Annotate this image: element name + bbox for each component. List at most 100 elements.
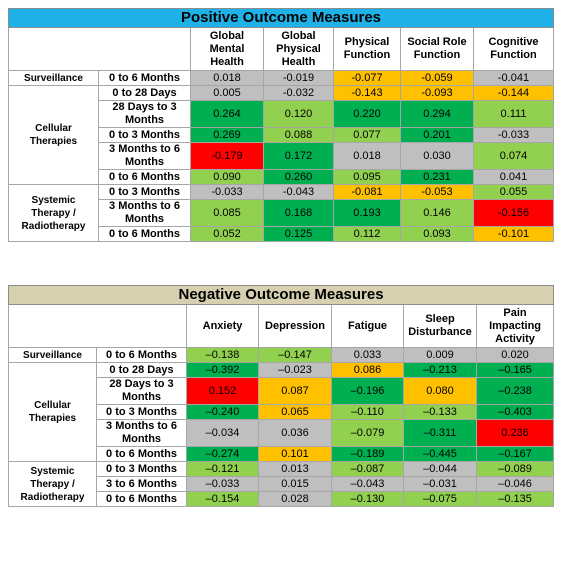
outcome-table: Negative Outcome Measures Anxiety Depressi… [7, 285, 555, 507]
value-cell: –0.154 [186, 491, 259, 507]
value-cell: 0.028 [258, 491, 332, 507]
value-cell: -0.043 [263, 184, 334, 200]
value-cell: -0.033 [473, 127, 554, 143]
group-label: Cellular Therapies [8, 362, 97, 462]
header-row: Anxiety Depression Fatigue Sleep Disturbanc… [8, 304, 555, 348]
column-header: Anxiety [186, 304, 259, 348]
group-label: Surveillance [8, 347, 97, 363]
column-header: Fatigue [331, 304, 404, 348]
value-cell: –0.023 [258, 362, 332, 378]
value-cell: –0.147 [258, 347, 332, 363]
value-cell: 0.101 [258, 446, 332, 462]
value-cell: 0.077 [333, 127, 401, 143]
value-cell: -0.093 [400, 85, 474, 101]
data-row: 0 to 6 Months 0.052 0.125 0.112 0.093 -0.101 [9, 226, 554, 242]
value-cell: 0.231 [400, 169, 474, 185]
value-cell: –0.031 [403, 476, 477, 492]
data-row: 0 to 6 Months –0.154 0.028 –0.130 –0.075 –0.1… [9, 491, 555, 507]
value-cell: 0.013 [258, 461, 332, 477]
period-label: 0 to 28 Days [96, 362, 187, 378]
value-cell: -0.179 [190, 142, 264, 170]
value-cell: –0.121 [186, 461, 259, 477]
data-row: 3 Months to 6 Months 0.085 0.168 0.193 0.146… [9, 199, 554, 227]
value-cell: 0.080 [403, 377, 477, 405]
value-cell: –0.087 [331, 461, 404, 477]
value-cell: 0.168 [263, 199, 334, 227]
value-cell: 0.264 [190, 100, 264, 128]
period-label: 0 to 28 Days [98, 85, 191, 101]
data-row: 3 Months to 6 Months -0.179 0.172 0.018 0.03… [9, 142, 554, 170]
value-cell: 0.172 [263, 142, 334, 170]
value-cell: –0.403 [475, 404, 555, 420]
value-cell: 0.065 [258, 404, 332, 420]
value-cell: 0.085 [190, 199, 264, 227]
value-cell: –0.034 [186, 419, 259, 447]
data-row: Surveillance 0 to 6 Months 0.018 -0.019 -0.0… [8, 70, 554, 86]
data-row: 0 to 6 Months –0.274 0.101 –0.189 –0.445 –0.1… [9, 446, 555, 462]
value-cell: 0.125 [263, 226, 334, 242]
value-cell: -0.081 [333, 184, 401, 200]
value-cell: -0.156 [473, 199, 554, 227]
value-cell: 0.015 [258, 476, 332, 492]
period-label: 3 Months to 6 Months [98, 142, 191, 170]
column-header: Global Mental Health [190, 27, 264, 71]
value-cell: 0.055 [473, 184, 554, 200]
value-cell: 0.087 [258, 377, 332, 405]
value-cell: –0.089 [475, 461, 555, 477]
value-cell: –0.167 [475, 446, 555, 462]
value-cell: –0.238 [475, 377, 555, 405]
value-cell: 0.260 [263, 169, 334, 185]
column-header: Sleep Disturbance [403, 304, 477, 348]
column-header: Cognitive Function [473, 27, 554, 71]
value-cell: –0.274 [186, 446, 259, 462]
data-row: Surveillance 0 to 6 Months –0.138 –0.147 0.0… [8, 347, 555, 363]
data-row: Cellular Therapies 0 to 28 Days –0.392 –0.0… [8, 362, 555, 462]
data-row: Systemic Therapy / Radiotherapy 0 to 3 Mo… [8, 184, 554, 242]
data-row: 3 to 6 Months –0.033 0.015 –0.043 –0.031 –0.0… [9, 476, 555, 492]
data-row: 3 Months to 6 Months –0.034 0.036 –0.079 –0.… [9, 419, 555, 447]
period-label: 0 to 6 Months [96, 491, 187, 507]
value-cell: -0.144 [473, 85, 554, 101]
value-cell: -0.032 [263, 85, 334, 101]
value-cell: 0.269 [190, 127, 264, 143]
period-label: 0 to 3 Months [96, 461, 187, 477]
value-cell: 0.120 [263, 100, 334, 128]
value-cell: 0.041 [473, 169, 554, 185]
value-cell: –0.165 [475, 362, 555, 378]
period-label: 0 to 3 Months [98, 184, 191, 200]
data-row: Systemic Therapy / Radiotherapy 0 to 3 Mo… [8, 461, 555, 507]
value-cell: -0.143 [333, 85, 401, 101]
value-cell: 0.052 [190, 226, 264, 242]
data-row: 0 to 3 Months 0.269 0.088 0.077 0.201 -0.033 [9, 127, 554, 143]
group-label: Systemic Therapy / Radiotherapy [8, 184, 99, 242]
column-header: Global Physical Health [263, 27, 334, 71]
value-cell: 0.112 [333, 226, 401, 242]
period-label: 0 to 3 Months [96, 404, 187, 420]
data-row: 28 Days to 3 Months 0.264 0.120 0.220 0.294 0… [9, 100, 554, 128]
title-row: Negative Outcome Measures [7, 285, 555, 305]
value-cell: 0.201 [400, 127, 474, 143]
value-cell: –0.445 [403, 446, 477, 462]
value-cell: –0.240 [186, 404, 259, 420]
value-cell: –0.046 [475, 476, 555, 492]
data-row: Cellular Therapies 0 to 28 Days 0.005 -0.03… [8, 85, 554, 185]
value-cell: 0.018 [333, 142, 401, 170]
column-header: Physical Function [333, 27, 401, 71]
period-label: 0 to 6 Months [96, 446, 187, 462]
value-cell: –0.044 [403, 461, 477, 477]
value-cell: 0.009 [403, 347, 477, 363]
group-label: Systemic Therapy / Radiotherapy [8, 461, 97, 507]
period-label: 28 Days to 3 Months [96, 377, 187, 405]
value-cell: –0.196 [331, 377, 404, 405]
value-cell: 0.236 [475, 419, 555, 447]
data-row: 28 Days to 3 Months 0.152 0.087 –0.196 0.080… [9, 377, 555, 405]
value-cell: –0.135 [475, 491, 555, 507]
value-cell: -0.053 [400, 184, 474, 200]
value-cell: –0.110 [331, 404, 404, 420]
period-label: 3 Months to 6 Months [96, 419, 187, 447]
table-title: Positive Outcome Measures [8, 8, 554, 28]
title-row: Positive Outcome Measures [8, 8, 554, 28]
value-cell: –0.075 [403, 491, 477, 507]
column-header: Pain Impacting Activity [475, 304, 555, 348]
